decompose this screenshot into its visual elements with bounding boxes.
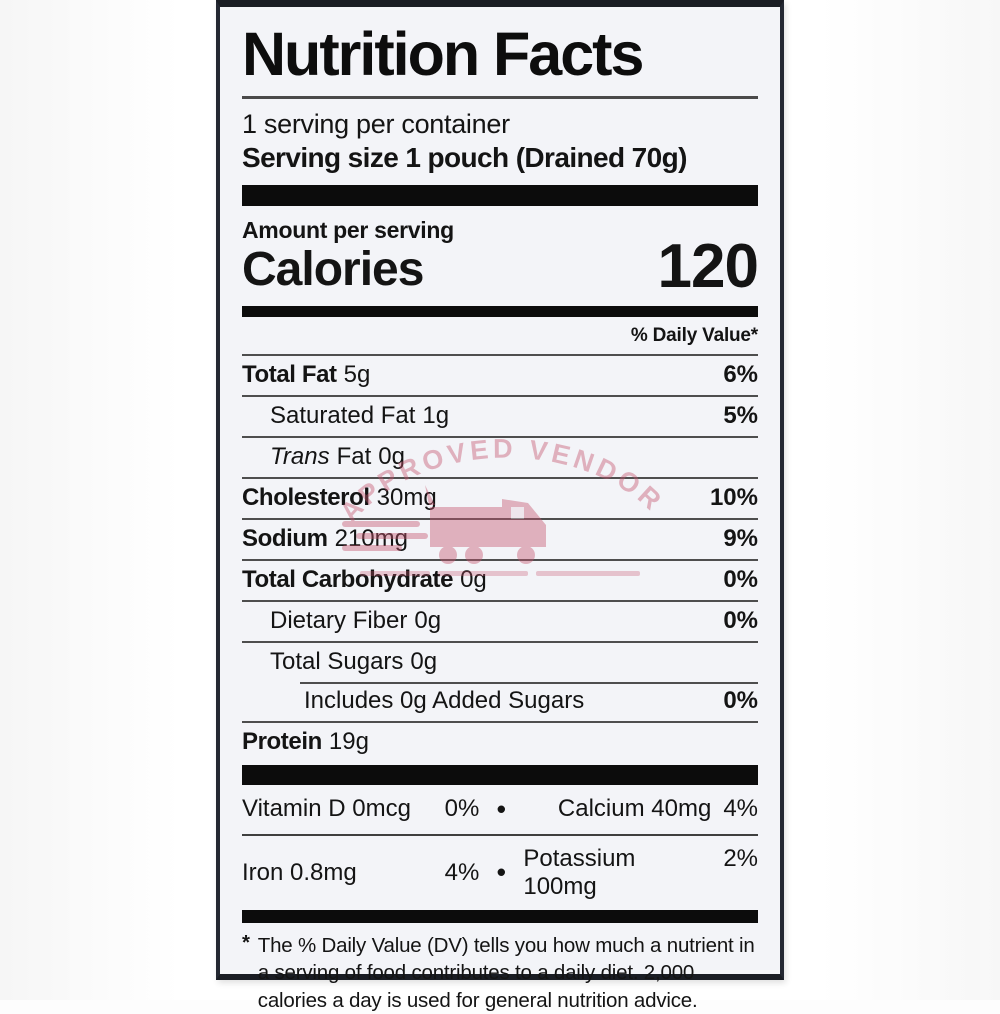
nutrient-name: Saturated Fat xyxy=(270,401,416,429)
nutrient-name: Trans xyxy=(270,442,330,470)
nutrient-amount: 5g xyxy=(343,360,371,388)
nutrient-dv: 0% xyxy=(723,606,758,634)
nutrient-dv: 5% xyxy=(723,401,758,429)
table-row-total-sugars: Total Sugars 0g xyxy=(242,640,758,682)
nutrient-amount: 19g xyxy=(328,727,369,755)
thick-rule-top xyxy=(242,185,758,206)
micro-name: Potassium 100mg xyxy=(523,844,636,900)
footnote-text: The % Daily Value (DV) tells you how muc… xyxy=(257,933,755,1012)
nutrient-name: Sodium xyxy=(242,524,328,552)
calories-label: Calories xyxy=(242,242,424,296)
thick-rule-bottom xyxy=(242,909,758,923)
micro-name: Calcium 40mg xyxy=(557,795,712,823)
table-row-sodium: Sodium 210mg 9% xyxy=(242,517,758,559)
micro-dv: 0% xyxy=(444,795,480,823)
nutrient-dv: 0% xyxy=(723,565,758,593)
nutrient-amount: 0g xyxy=(378,442,405,470)
nutrient-amount: 210mg xyxy=(334,524,408,552)
amount-per-serving-label: Amount per serving xyxy=(242,217,454,243)
table-row-protein: Protein 19g xyxy=(242,720,758,762)
thick-rule-protein xyxy=(242,764,758,785)
micro-dv: 4% xyxy=(723,795,758,823)
calories-value: 120 xyxy=(657,232,759,301)
table-row-total-carbohydrate: Total Carbohydrate 0g 0% xyxy=(242,558,758,600)
nutrition-facts-label: Nutrition Facts 1 serving per container … xyxy=(216,0,784,1012)
calories-row: Calories 120 xyxy=(242,232,759,301)
table-row-cholesterol: Cholesterol 30mg 10% xyxy=(242,476,758,518)
bullet-separator: • xyxy=(496,793,506,824)
title-rule xyxy=(242,96,758,99)
micro-name: Iron 0.8mg xyxy=(242,858,357,886)
nutrient-dv: 10% xyxy=(709,483,758,511)
micronutrient-row-1: Vitamin D 0mcg 0% • Calcium 40mg 4% xyxy=(242,785,758,834)
servings-per-container: 1 serving per container xyxy=(242,109,510,139)
nutrient-dv: 0% xyxy=(723,686,758,714)
nutrient-amount: 0g xyxy=(460,565,487,593)
table-row-dietary-fiber: Dietary Fiber 0g 0% xyxy=(242,599,758,641)
table-row-trans-fat: Trans Fat 0g xyxy=(242,435,758,477)
nutrient-dv: 6% xyxy=(723,360,758,388)
micro-name: Vitamin D 0mcg xyxy=(242,795,411,823)
nutrient-name: Cholesterol xyxy=(242,483,370,511)
nutrient-name: Protein xyxy=(242,727,322,755)
nutrient-dv: 9% xyxy=(723,524,758,552)
nutrient-name: Total Sugars xyxy=(270,647,404,675)
nutrient-amount: 1g xyxy=(422,401,450,429)
nutrient-name: Includes 0g Added Sugars xyxy=(304,686,585,714)
table-row-added-sugars: Includes 0g Added Sugars 0% xyxy=(242,681,758,721)
nutrient-amount: 0g xyxy=(410,647,438,675)
table-row-saturated-fat: Saturated Fat 1g 5% xyxy=(242,394,758,436)
micro-dv: 4% xyxy=(444,858,480,886)
nutrient-name: Total Carbohydrate xyxy=(242,565,454,593)
footnote: * The % Daily Value (DV) tells you how m… xyxy=(242,930,758,1014)
table-row-total-fat: Total Fat 5g 6% xyxy=(242,353,758,395)
nutrient-rows: Total Fat 5g 6% Saturated Fat 1g 5% Trans F… xyxy=(242,353,758,762)
serving-size: Serving size 1 pouch (Drained 70g) xyxy=(242,142,687,173)
footnote-asterisk: * xyxy=(242,930,250,954)
nutrient-amount: 0g xyxy=(414,606,442,634)
medium-rule xyxy=(242,305,758,317)
daily-value-header: % Daily Value* xyxy=(630,324,758,346)
label-title: Nutrition Facts xyxy=(242,20,644,88)
nutrient-name: Dietary Fiber xyxy=(270,606,408,634)
micronutrient-row-2: Iron 0.8mg 4% • Potassium 100mg 2% xyxy=(242,833,758,910)
nutrient-name: Total Fat xyxy=(242,360,337,388)
nutrient-amount: 30mg xyxy=(376,483,437,511)
bullet-separator: • xyxy=(496,857,506,888)
micro-dv: 2% xyxy=(723,844,758,872)
